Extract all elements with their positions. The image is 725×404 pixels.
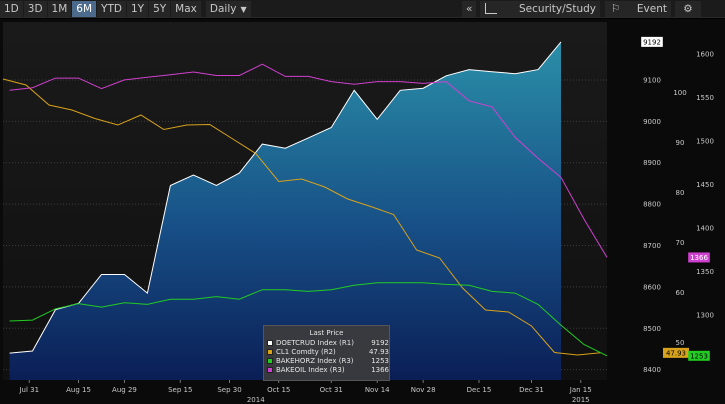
legend-series-value: 1366 bbox=[371, 365, 390, 374]
legend-series-name: CL1 Comdty (R2) bbox=[275, 347, 336, 356]
tag-label: 1366 bbox=[690, 254, 708, 262]
x-tick-label: Aug 15 bbox=[66, 386, 91, 394]
x-tick-label: Jan 15 bbox=[569, 386, 592, 394]
settings-button[interactable]: ⚙ bbox=[675, 1, 701, 17]
legend-series-name: BAKEOIL Index (R3) bbox=[275, 365, 345, 374]
legend-swatch bbox=[267, 339, 273, 346]
collapse-button[interactable]: « bbox=[462, 1, 477, 17]
x-tick-label: Nov 14 bbox=[365, 386, 390, 394]
x-tick-label: Sep 30 bbox=[217, 386, 241, 394]
period-button-5y[interactable]: 5Y bbox=[149, 0, 171, 17]
series-line-doetcrud bbox=[9, 41, 562, 354]
chart: Jul 31 Aug 15 Aug 29 Sep 15 Sep 30 Oct 15 Oct … bbox=[0, 19, 725, 404]
y-tick-label-r3: 1600 bbox=[696, 50, 714, 58]
y-tick-label-r2: 60 bbox=[676, 289, 685, 297]
event-icon: ⚐ bbox=[611, 3, 621, 15]
chart-icon bbox=[485, 3, 497, 14]
x-tick-label: Dec 15 bbox=[467, 386, 492, 394]
series-line-bakeoil bbox=[9, 63, 608, 258]
y-tick-label-r2: 50 bbox=[676, 339, 685, 347]
period-button-6m[interactable]: 6M bbox=[72, 0, 97, 17]
gear-icon: ⚙ bbox=[683, 3, 693, 15]
event-label: Event bbox=[636, 3, 667, 15]
legend-title: Last Price bbox=[309, 329, 344, 337]
tag-bg bbox=[688, 252, 710, 263]
x-year-label: 2015 bbox=[572, 396, 590, 404]
plot-series bbox=[2, 41, 608, 381]
tag-label: 1253 bbox=[690, 353, 708, 361]
legend-series-name: BAKEHORZ Index (R3) bbox=[275, 356, 354, 365]
y-tick-label-r3: 1500 bbox=[696, 137, 714, 145]
y-tick-label-r1: 8700 bbox=[643, 242, 661, 250]
legend-item: BAKEHORZ Index (R3) 1253 bbox=[264, 356, 389, 365]
x-tick-label: Oct 15 bbox=[267, 386, 290, 394]
x-tick-label: Jul 31 bbox=[18, 386, 39, 394]
period-button-ytd[interactable]: YTD bbox=[97, 0, 126, 17]
x-tick-label: Sep 15 bbox=[168, 386, 192, 394]
frequency-dropdown[interactable]: Daily ▼ bbox=[205, 0, 251, 17]
tag-bg bbox=[663, 347, 689, 358]
y-tick-label-r3: 1450 bbox=[696, 181, 714, 189]
y-tick-label-r1: 9100 bbox=[643, 76, 661, 84]
last-value-tag: 9192 bbox=[641, 36, 663, 47]
tag-label: 9192 bbox=[643, 39, 661, 47]
y-tick-label-r1: 8400 bbox=[643, 366, 661, 374]
caret-down-icon: ▼ bbox=[240, 4, 247, 14]
legend: Last Price DOETCRUD Index (R1) 9192 CL1 Co… bbox=[263, 325, 390, 381]
period-button-1d[interactable]: 1D bbox=[0, 0, 23, 17]
last-value-tag: 1366 bbox=[688, 252, 710, 263]
last-value-tag: 1253 bbox=[688, 350, 710, 361]
x-tick-label: Nov 28 bbox=[411, 386, 436, 394]
y-tick-label-r2: 70 bbox=[676, 239, 685, 247]
last-value-tags: 9192 1366 47.93 1253 bbox=[641, 36, 710, 361]
event-button[interactable]: ⚐ Event bbox=[605, 1, 671, 17]
y-tick-label-r3: 1400 bbox=[696, 224, 714, 232]
security-study-button[interactable]: Security/Study bbox=[480, 1, 600, 17]
period-button-max[interactable]: Max bbox=[171, 0, 201, 17]
legend-series-value: 47.93 bbox=[368, 347, 390, 356]
security-study-label: Security/Study bbox=[519, 3, 596, 15]
legend-swatch bbox=[267, 357, 273, 364]
toolbar: 1D 3D 1M 6M YTD 1Y 5Y Max Daily ▼ « Security/Stu… bbox=[0, 0, 725, 18]
last-value-tag: 47.93 bbox=[663, 347, 689, 358]
legend-swatch bbox=[267, 348, 273, 355]
tag-bg bbox=[641, 36, 663, 47]
period-button-3d[interactable]: 3D bbox=[23, 0, 47, 17]
y-tick-label-r2: 80 bbox=[676, 189, 685, 197]
y-tick-label-r1: 8600 bbox=[643, 283, 661, 291]
axes: Jul 31 Aug 15 Aug 29 Sep 15 Sep 30 Oct 15 Oct … bbox=[18, 50, 713, 404]
x-tick-label: Aug 29 bbox=[112, 386, 137, 394]
legend-item: CL1 Comdty (R2) 47.93 bbox=[264, 347, 389, 356]
legend-swatch bbox=[267, 366, 273, 373]
y-tick-label-r3: 1350 bbox=[696, 268, 714, 276]
period-buttons: 1D 3D 1M 6M YTD 1Y 5Y Max bbox=[0, 0, 202, 17]
period-button-1m[interactable]: 1M bbox=[47, 0, 72, 17]
y-tick-label-r1: 8500 bbox=[643, 325, 661, 333]
legend-item: DOETCRUD Index (R1) 9192 bbox=[264, 338, 389, 347]
y-tick-label-r1: 8900 bbox=[643, 159, 661, 167]
x-tick-label: Dec 31 bbox=[519, 386, 544, 394]
legend-series-name: DOETCRUD Index (R1) bbox=[275, 338, 354, 347]
frequency-label: Daily bbox=[209, 2, 237, 15]
x-tick-label: Oct 31 bbox=[320, 386, 343, 394]
series-line-cl1 bbox=[2, 78, 601, 356]
y-tick-label-r3: 1300 bbox=[696, 311, 714, 319]
series-area-doetcrud bbox=[9, 41, 562, 381]
tag-bg bbox=[688, 350, 710, 361]
y-tick-label-r1: 9000 bbox=[643, 118, 661, 126]
series-line-bakehorz bbox=[9, 282, 608, 357]
y-tick-label-r3: 1550 bbox=[696, 94, 714, 102]
legend-series-value: 9192 bbox=[371, 338, 390, 347]
y-tick-label-r2: 90 bbox=[676, 139, 685, 147]
legend-item: BAKEOIL Index (R3) 1366 bbox=[264, 365, 389, 374]
x-year-label: 2014 bbox=[247, 396, 265, 404]
legend-series-value: 1253 bbox=[371, 356, 390, 365]
y-tick-label-r2: 100 bbox=[673, 89, 686, 97]
y-tick-label-r1: 8800 bbox=[643, 201, 661, 209]
period-button-1y[interactable]: 1Y bbox=[126, 0, 149, 17]
tag-label: 47.93 bbox=[666, 350, 686, 358]
